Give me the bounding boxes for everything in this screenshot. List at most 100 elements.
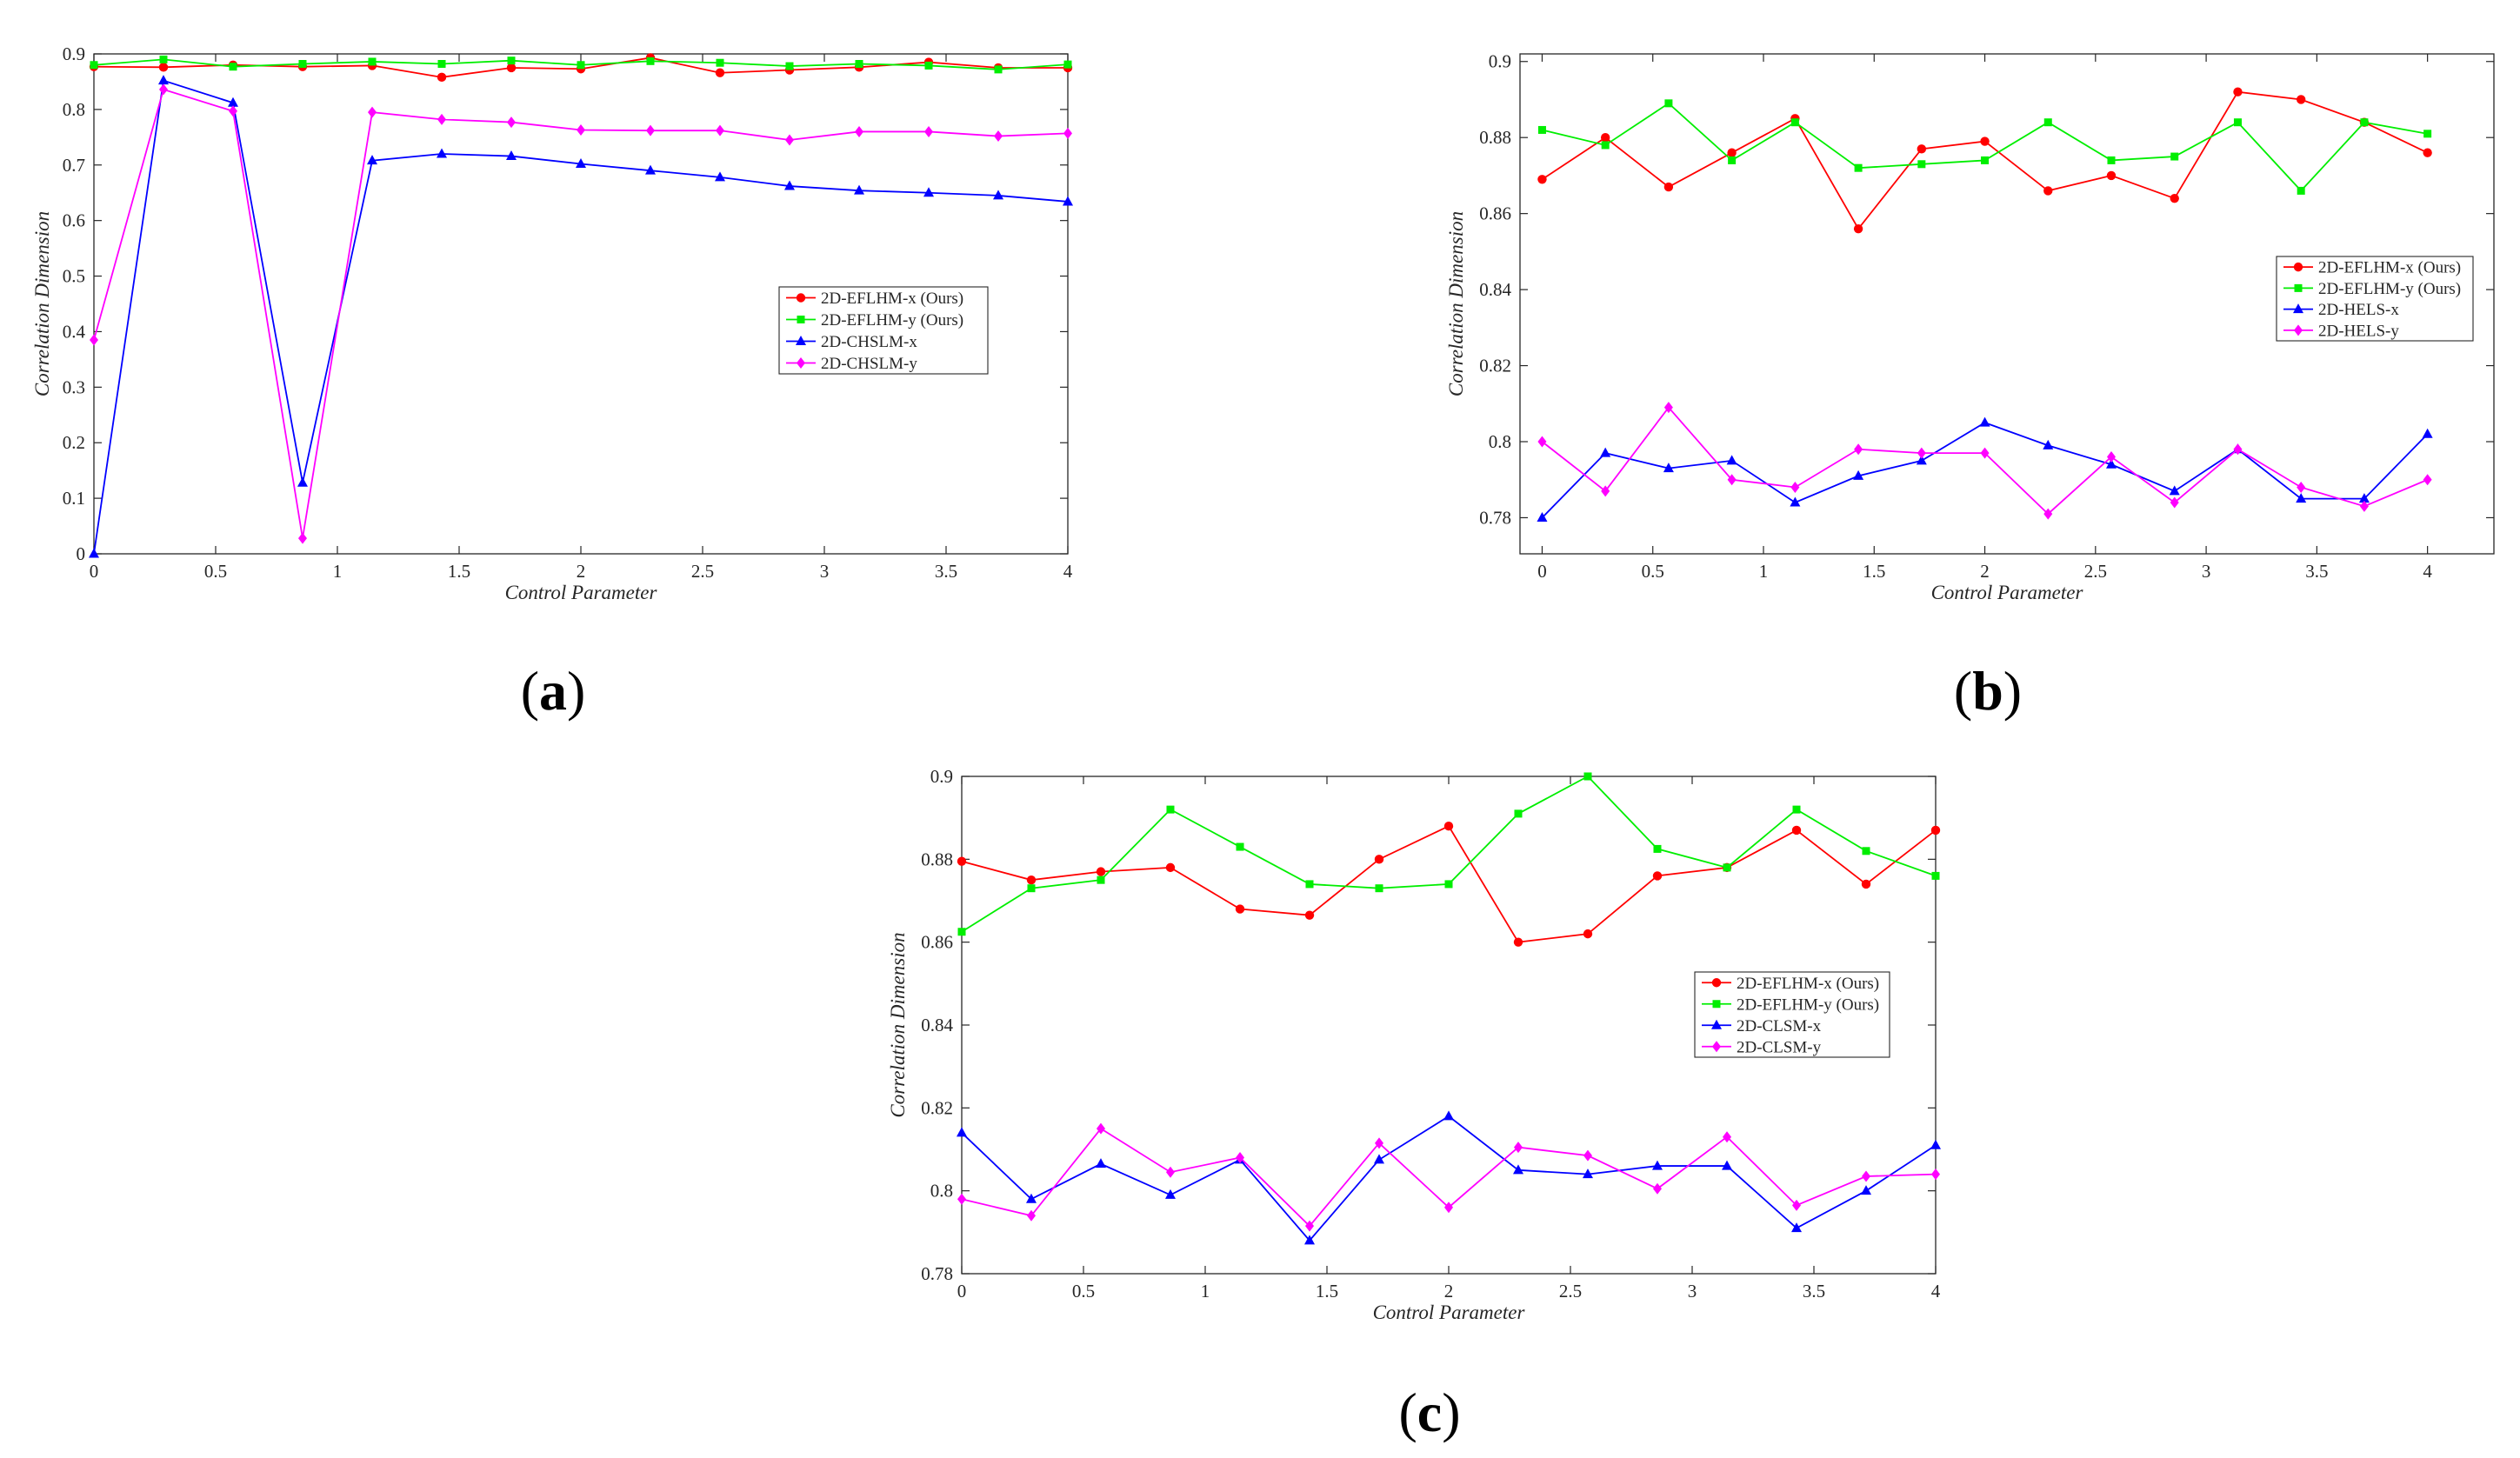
data-point xyxy=(2105,458,2117,469)
data-point xyxy=(1727,148,1737,157)
data-point xyxy=(1930,825,1941,836)
data-point xyxy=(714,171,725,182)
legend-swatch-marker xyxy=(1711,978,1722,988)
data-point xyxy=(1979,416,1990,427)
data-point xyxy=(2106,450,2116,463)
data-point xyxy=(158,63,169,72)
data-point xyxy=(1304,1235,1316,1245)
data-point xyxy=(1791,1222,1803,1233)
data-point xyxy=(1652,1182,1662,1195)
legend-entry: 2D-CHSLM-y xyxy=(821,355,917,373)
data-point xyxy=(507,117,517,129)
x-tick-label: 0 xyxy=(90,561,99,582)
data-point xyxy=(1236,1152,1245,1164)
chart-3: 0 0.5 1 1.5 2 2.5 3 3.5 4 0.78 0.8 0.82 0.84 0.86 0.88… xyxy=(887,766,1941,1443)
data-point xyxy=(368,57,377,66)
x-tick-label: 0.5 xyxy=(1642,561,1664,582)
data-point xyxy=(1917,447,1926,459)
legend-entry: 2D-CHSLM-x xyxy=(821,333,917,351)
y-tick-label: 0 xyxy=(77,543,86,564)
data-point xyxy=(1165,862,1176,873)
data-point xyxy=(506,150,517,161)
data-point xyxy=(1583,772,1592,781)
data-point xyxy=(2297,481,2306,493)
x-tick-label: 3 xyxy=(1688,1281,1697,1302)
y-tick-label: 0.86 xyxy=(1479,203,1511,224)
y-tick-label: 0.82 xyxy=(921,1097,953,1118)
legend: 2D-EFLHM-x (Ours) 2D-EFLHM-y (Ours) 2D-CLS… xyxy=(1694,971,1890,1058)
y-tick-label: 0.5 xyxy=(63,266,85,287)
data-point xyxy=(1917,144,1927,154)
data-point xyxy=(158,83,168,96)
x-tick-label: 0.5 xyxy=(1072,1281,1095,1302)
y-tick-label: 0.86 xyxy=(921,932,953,953)
x-tick-label: 1.5 xyxy=(448,561,470,582)
y-tick-label: 0.9 xyxy=(63,43,85,64)
data-point xyxy=(1726,455,1737,465)
data-point xyxy=(2296,493,2307,503)
series-2d-clsm-y xyxy=(957,1122,1940,1232)
data-point xyxy=(1166,805,1175,814)
legend-entry: 2D-CLSM-x xyxy=(1737,1017,1822,1035)
data-point xyxy=(90,334,98,346)
data-point xyxy=(1513,937,1523,947)
data-point xyxy=(506,63,517,73)
data-point xyxy=(437,148,448,158)
legend-entry: 2D-CLSM-y xyxy=(1737,1038,1822,1056)
x-tick-label: 2.5 xyxy=(1559,1281,1582,1302)
data-point xyxy=(1663,182,1674,192)
data-point xyxy=(855,60,863,68)
data-point xyxy=(1537,175,1547,184)
data-point xyxy=(784,134,794,146)
data-point xyxy=(1025,1193,1037,1203)
x-tick-label: 2.5 xyxy=(2084,561,2107,582)
legend-entry: 2D-EFLHM-x (Ours) xyxy=(821,290,963,308)
data-point xyxy=(1443,822,1454,831)
data-point xyxy=(1582,1168,1593,1179)
data-point xyxy=(1164,1188,1176,1199)
data-point xyxy=(1374,855,1384,864)
data-point xyxy=(1981,156,1990,164)
y-tick-label: 0.3 xyxy=(63,376,85,397)
data-point xyxy=(2233,443,2243,456)
data-point xyxy=(227,97,238,107)
data-point xyxy=(1235,904,1245,914)
legend-swatch-marker xyxy=(2293,262,2303,272)
x-tick-label: 4 xyxy=(1931,1281,1941,1302)
x-tick-label: 3.5 xyxy=(935,561,957,582)
data-point xyxy=(1916,455,1927,465)
legend-entry: 2D-EFLHM-y (Ours) xyxy=(2318,280,2461,298)
data-point xyxy=(2423,130,2432,138)
x-tick-label: 2.5 xyxy=(691,561,714,582)
data-point xyxy=(1652,871,1663,881)
data-point xyxy=(1790,118,1799,127)
data-point xyxy=(2107,156,2116,164)
data-point xyxy=(1792,1199,1802,1211)
data-point xyxy=(1862,1170,1871,1182)
y-tick-label: 0.8 xyxy=(1489,431,1511,452)
subfigure-caption: (a) xyxy=(521,660,586,722)
legend-swatch-marker xyxy=(1712,1000,1721,1009)
data-point xyxy=(1663,402,1673,414)
data-point xyxy=(1931,1168,1940,1181)
data-point xyxy=(644,164,656,175)
subfigure-caption: (b) xyxy=(1954,660,2022,722)
y-tick-label: 0.9 xyxy=(1489,51,1511,72)
legend-swatch-marker xyxy=(2293,303,2303,314)
data-point xyxy=(1374,1154,1385,1164)
data-point xyxy=(715,124,724,136)
data-point xyxy=(1723,863,1731,872)
y-tick-label: 0.88 xyxy=(921,849,953,869)
data-point xyxy=(1651,1160,1663,1170)
data-point xyxy=(716,58,724,67)
chart-2: 0 0.5 1 1.5 2 2.5 3 3.5 4 0.78 0.8 0.82 0.84 0.86 0.88… xyxy=(1445,51,2495,722)
data-point xyxy=(1236,842,1244,851)
data-point xyxy=(1063,127,1072,139)
data-point xyxy=(994,65,1003,74)
data-point xyxy=(368,106,377,118)
data-point xyxy=(1305,880,1314,889)
data-point xyxy=(1601,141,1610,150)
data-point xyxy=(2170,152,2179,161)
x-tick-label: 1 xyxy=(333,561,343,582)
x-tick-label: 3 xyxy=(2202,561,2211,582)
